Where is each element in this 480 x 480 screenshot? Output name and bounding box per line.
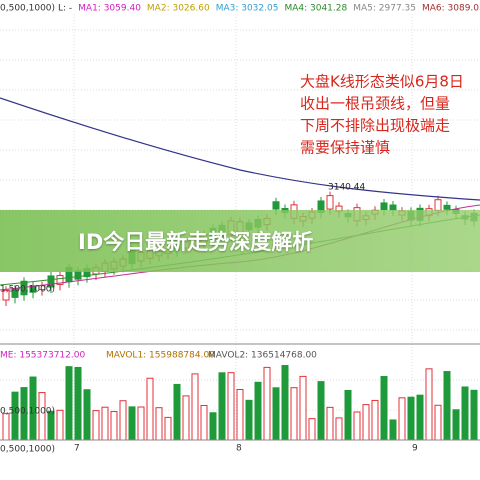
volume-bar [326,406,334,441]
candle [11,288,19,298]
candle [56,275,64,285]
volume-bar [209,412,217,441]
axis-label: 0,500,1000) [0,445,55,455]
volume-bar [218,372,226,441]
volume-bar [173,383,181,441]
volume-bar [164,416,172,441]
volume-bar [155,407,163,441]
volume-bar [227,372,235,441]
x-label: 9 [412,444,418,454]
candle [29,285,37,293]
volume-bar [83,389,91,441]
volume-bar [182,395,190,441]
volume-bar [335,417,343,441]
annotation: 收出一根吊颈线，但量 [300,95,450,113]
header-item: MA6: 3089.03 [422,4,480,14]
volume-bar [389,419,397,441]
candle [74,270,82,280]
volume-bar [92,410,100,441]
volume-bar [470,389,478,441]
header-item: MA3: 3032.05 [216,4,279,14]
candle [47,275,55,288]
header-item: MA1: 3059.40 [78,4,141,14]
volume-bar [74,366,82,441]
volume-bar [434,404,442,441]
volume-bar [407,396,415,441]
volume-bar [362,404,370,441]
banner-title: ID今日最新走势深度解析 [78,230,314,254]
axis-label: 1,500,1000) [0,285,55,295]
volume-bar [371,399,379,441]
volume-bar [65,366,73,441]
volume-bar [317,381,325,441]
candle [272,201,280,210]
axis-label: 0,500,1000) [0,407,55,417]
header-item: MA4: 3041.28 [284,4,347,14]
header-item: L: - [58,4,72,14]
volume-bar [416,394,424,441]
volume-bar [290,387,298,441]
volume-header: MAVOL2: 136514768.00 [208,351,317,361]
x-label: 7 [74,444,80,454]
volume-bar [272,387,280,441]
volume-bar [101,406,109,441]
volume-bar [299,375,307,441]
volume-bar [2,413,10,441]
candle [434,199,442,211]
header-item: MA5: 2977.35 [353,4,416,14]
volume-bar [308,418,316,441]
candle [326,195,334,210]
volume-bar [119,400,127,441]
volume-bar [191,373,199,441]
price-label: 3140.44 [328,183,365,193]
volume-bar [461,386,469,441]
volume-bar [110,411,118,441]
volume-bar [344,389,352,441]
annotation: 下周不排除出现极端走 [300,117,450,135]
header-item: MA2: 3026.60 [147,4,210,14]
candle [380,202,388,211]
candle [443,204,451,210]
volume-bar [236,389,244,441]
volume-bar [443,371,451,441]
ma-line [0,97,480,201]
annotation: 大盘K线形态类似6月8日 [300,73,464,91]
volume-bars [2,365,478,441]
volume-header: ME: 155373712.00 [0,351,85,361]
volume-bar [128,406,136,441]
volume-bar [263,366,271,441]
volume-bar [353,411,361,441]
volume-bar [200,404,208,441]
volume-bar [254,381,262,441]
volume-bar [425,368,433,441]
candle [2,289,10,301]
volume-bar [56,409,64,441]
volume-bar [281,365,289,441]
volume-header: MAVOL1: 155988784.00 [106,351,215,361]
volume-bar [137,406,145,441]
annotation: 需要保持谨慎 [300,139,390,157]
volume-bar [245,399,253,441]
banner: ID今日最新走势深度解析 [0,210,480,272]
header-left: 0,500,1000) [0,4,55,14]
volume-bar [380,376,388,441]
volume-bar [146,377,154,441]
x-label: 8 [236,444,242,454]
volume-bar [398,397,406,441]
volume-bar [452,409,460,441]
